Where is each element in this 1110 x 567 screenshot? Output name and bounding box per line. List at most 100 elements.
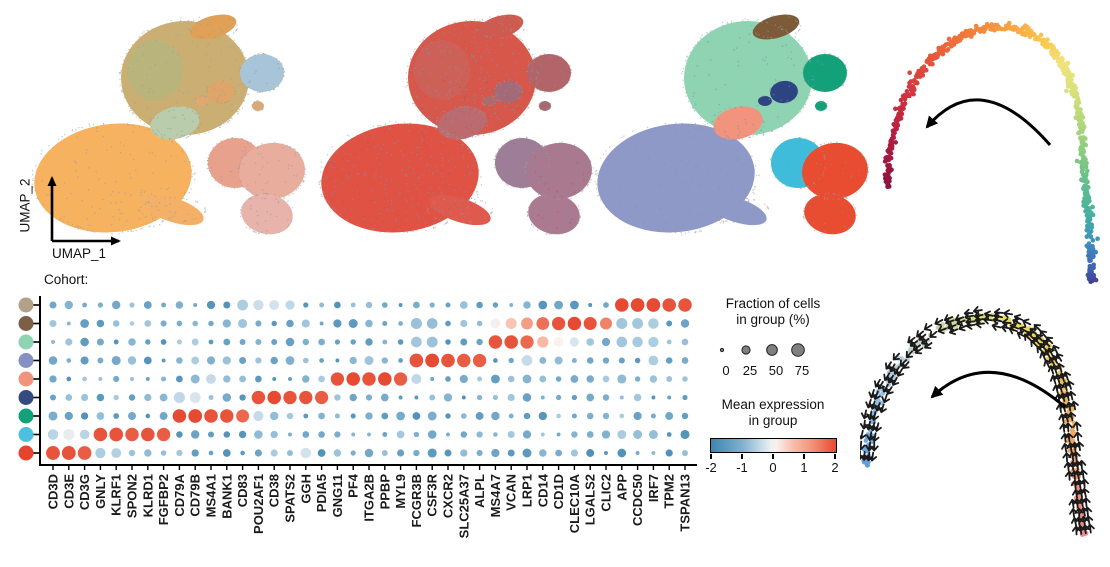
umap-panel-cohort [318, 14, 595, 235]
dotplot-cell [365, 394, 373, 401]
dotplot-cell [522, 393, 532, 402]
dotplot-cell [426, 336, 438, 348]
pseudotime-trajectory-panel [882, 20, 1100, 285]
dotplot-cell [444, 449, 452, 457]
dotplot-cell [111, 355, 121, 366]
dotplot-cell [113, 413, 120, 419]
dotplot-cell [144, 393, 152, 402]
dotplot-cell [630, 298, 645, 312]
dotplot-cell [130, 377, 134, 381]
dotplot-cell [111, 300, 121, 310]
dotplot-cell [618, 357, 625, 364]
dotplot-cell [222, 319, 231, 328]
dotplot-cell [191, 356, 200, 365]
gene-label: BANK1 [219, 474, 234, 519]
dotplot-cell [350, 339, 356, 345]
edge-speckle [594, 15, 870, 236]
dotplot-cell [334, 339, 340, 345]
gene-label: KLRF1 [109, 474, 124, 516]
gene-label: CXCR2 [441, 474, 456, 518]
dotplot-cell [570, 300, 579, 310]
fraction-legend-title-line1: Fraction of cells [725, 296, 821, 311]
dotplot-cell [208, 450, 214, 456]
dotplot-cell [665, 449, 673, 457]
gene-label: SLC25A37 [456, 474, 471, 538]
dotplot-cell [681, 357, 689, 364]
gene-label: MS4A1 [204, 474, 219, 517]
umap-cluster-top_patch [476, 14, 524, 40]
gene-label: GNG11 [330, 474, 345, 517]
dotplot-cell [365, 301, 373, 309]
dotplot-cell [537, 336, 549, 348]
dotplot-cell [601, 337, 611, 347]
dotplot-cell [112, 320, 120, 327]
dotplot-cell [635, 451, 640, 455]
dotplot-cell [378, 372, 392, 386]
dotplot-cell [476, 431, 483, 438]
umap2-axis-label: UMAP_2 [17, 178, 33, 233]
dotplot-cell [556, 413, 561, 419]
dotplot-cell [556, 432, 561, 437]
umap-cluster-big_left_tail [142, 194, 204, 226]
dotplot-cell [95, 447, 106, 459]
dotplot-cell [66, 376, 72, 382]
dotplot-cell [539, 357, 547, 364]
dotplot-cell [367, 432, 371, 437]
dotplot-cell [490, 318, 501, 329]
gene-label: SPATS2 [283, 474, 298, 523]
dotplot-cell [190, 374, 200, 384]
dotplot-cell [476, 449, 483, 457]
dotplot-cell [666, 339, 672, 345]
gene-label: TPM2 [662, 474, 677, 509]
dotplot-cell [238, 318, 248, 329]
gene-label: CD3G [77, 474, 92, 510]
gene-label: VCAN [504, 474, 519, 511]
dotplot-cell [96, 338, 104, 346]
dotplot-cell [429, 394, 436, 401]
dotplot-cell [523, 412, 531, 420]
dotplot-cell [682, 394, 688, 401]
gene-label: LGALS2 [583, 474, 598, 525]
umap-cluster-center_small [437, 106, 487, 140]
dotplot-cell [189, 392, 201, 403]
dotplot-cell [128, 412, 136, 420]
dotplot-cell [536, 317, 550, 330]
dotplot-cell [285, 300, 295, 310]
dotplot-cell [397, 449, 405, 457]
dotplot-cell [204, 409, 218, 423]
dotplot-cell [521, 317, 533, 330]
dotplot-cell [318, 412, 325, 420]
dotplot-cell [413, 301, 420, 309]
dotplot-cell [411, 374, 422, 384]
row-cluster-dot [18, 334, 34, 350]
dotplot-cell [173, 391, 185, 404]
dotplot-cell [79, 429, 90, 440]
dotplot-cell [141, 427, 155, 442]
dotplot-cell [319, 302, 325, 308]
dotplot-cell [617, 429, 627, 440]
dotplot-cell [507, 430, 515, 439]
row-cluster-dot [18, 408, 34, 424]
gene-label: LRP1 [520, 474, 535, 507]
dotplot-cell [315, 390, 329, 405]
dotplot-cell [49, 301, 57, 309]
dotplot-cell [443, 393, 453, 402]
dotplot-cell [191, 430, 200, 439]
umap-cluster-lower_red [239, 142, 305, 200]
dotplot-cell [270, 430, 278, 439]
dotplot-cell [651, 451, 656, 455]
dotplot-cell [681, 449, 689, 457]
dotplot-cell [255, 338, 262, 346]
dotplot-cell [270, 356, 278, 365]
dotplot-cell [48, 356, 58, 365]
umap-cluster-big_left_tail [705, 194, 767, 226]
dotplot-cell [522, 430, 532, 439]
dotplot-cell [615, 298, 629, 312]
dotplot-cell [127, 356, 137, 365]
dotplot-cell [382, 339, 388, 345]
dotplot-cell [551, 316, 566, 331]
dotplot-cell [113, 394, 119, 401]
dotplot-cell [365, 338, 373, 346]
dotplot-cell [318, 375, 326, 383]
